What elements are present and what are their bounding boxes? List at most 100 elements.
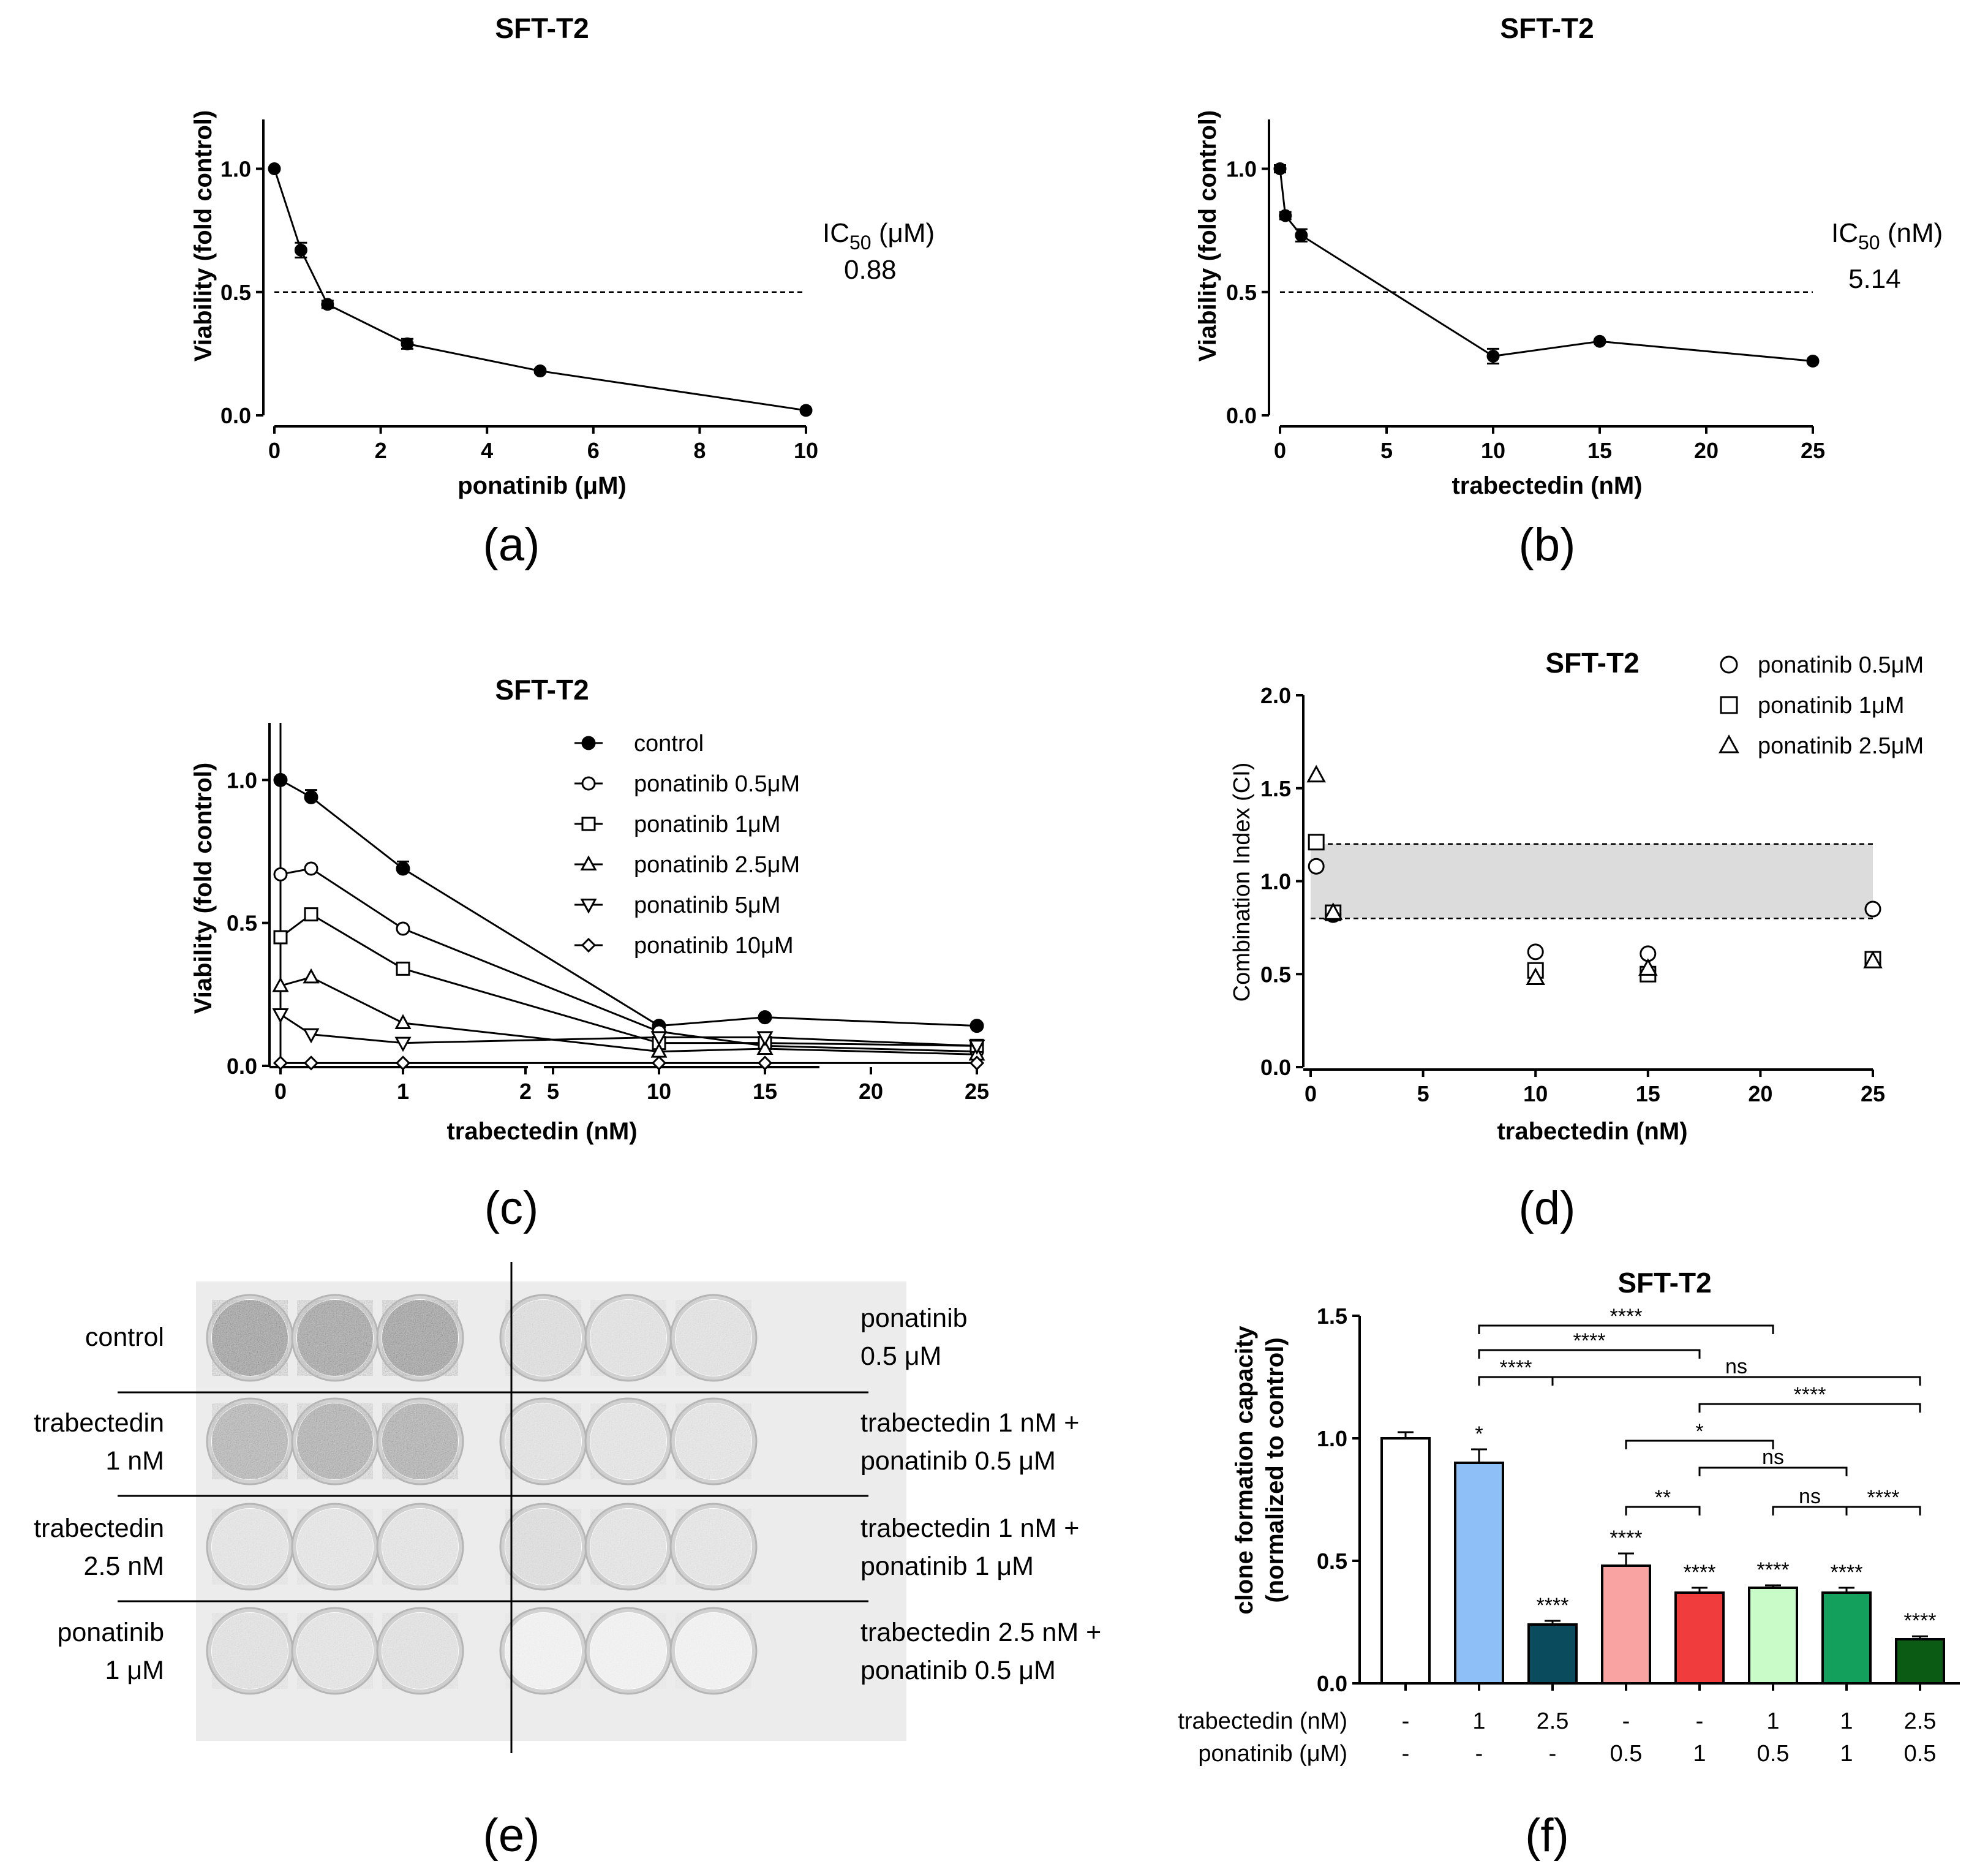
plate-right-condition-label: ponatinib 0.5 μM	[860, 1656, 1056, 1685]
panel-a-data-point	[321, 298, 334, 311]
panel-b-title: SFT-T2	[1500, 12, 1594, 44]
panel-c-data-point	[969, 1055, 985, 1071]
plate-well-stain	[505, 1300, 581, 1376]
plate-well-stain	[590, 1300, 666, 1376]
panel-b-data-point	[1273, 162, 1287, 175]
panel-b-data-point	[1279, 209, 1292, 222]
panel-d-x-tick-label: 20	[1748, 1081, 1772, 1106]
panel-c-data-point	[303, 1055, 319, 1071]
panel-c-data-point	[273, 930, 288, 945]
panel-b-ic50-label: IC50 (nM)	[1831, 218, 1943, 254]
panel-c-y-tick-label: 0.0	[227, 1054, 257, 1079]
panel-c-y-axis-label: Viability (fold control)	[190, 763, 217, 1014]
panel-c-chart: SFT-T2 trabectedin (nM) Viability (fold …	[190, 674, 989, 1234]
panel-d-additivity-band	[1311, 844, 1873, 919]
panel-d-y-tick-label: 0.0	[1260, 1055, 1291, 1080]
panel-c-data-point	[273, 1055, 288, 1071]
plate-well-stain	[212, 1403, 288, 1479]
panel-d-x-tick-label: 25	[1861, 1081, 1885, 1106]
panel-b-y-tick-label: 0.5	[1226, 280, 1257, 305]
plate-left-condition-label: 1 μM	[105, 1656, 164, 1685]
panel-d-x-tick-label: 15	[1636, 1081, 1660, 1106]
panel-d-y-tick-label: 1.0	[1260, 869, 1291, 894]
plate-well-stain	[212, 1613, 288, 1689]
panel-d-x-tick-label: 5	[1417, 1081, 1429, 1106]
panel-e-plate-photo: (e) control trabectedin 1 nM trabectedin 2.5…	[34, 1262, 1101, 1862]
panel-a-x-tick-label: 4	[481, 438, 493, 463]
panel-c-data-point	[396, 921, 410, 936]
panel-f-bar	[1748, 1587, 1798, 1685]
panel-a-data-point	[799, 404, 813, 417]
plate-well-colonies	[297, 1403, 373, 1479]
panel-f-bar-significance: ****	[1831, 1561, 1863, 1584]
panel-a-y-axis-label: Viability (fold control)	[190, 110, 217, 361]
plate-well-stain	[382, 1300, 458, 1376]
plate-well-colonies	[590, 1613, 666, 1689]
panel-d-data-point	[1638, 958, 1658, 976]
panel-f-trabectedin-value: 1	[1840, 1708, 1853, 1734]
panel-f-ponatinib-row-label: ponatinib (μM)	[1198, 1741, 1347, 1767]
plate-left-condition-label: control	[85, 1323, 164, 1352]
panel-f-bar	[1821, 1591, 1872, 1685]
panel-b-curve	[1279, 168, 1813, 362]
panel-f-bar	[1527, 1623, 1578, 1685]
panel-c-series-line	[280, 779, 977, 1027]
panel-d-y-tick-label: 0.5	[1260, 962, 1291, 987]
panel-c-data-point	[303, 1028, 320, 1044]
panel-d-x-tick-label: 0	[1305, 1081, 1317, 1106]
panel-c-data-point	[304, 861, 318, 876]
panel-c-legend-label: ponatinib 2.5μM	[634, 852, 800, 878]
panel-d-data-point	[1527, 943, 1544, 961]
panel-a-label: (a)	[483, 519, 540, 571]
panel-c-data-point	[303, 968, 320, 984]
panel-f-comparison-bracket	[1698, 1403, 1921, 1413]
panel-f-trabectedin-value: 1	[1766, 1708, 1779, 1734]
panel-f-comparison-label: *	[1695, 1420, 1703, 1443]
panel-f-bar-significance: *	[1475, 1422, 1483, 1446]
panel-d-legend-label: ponatinib 2.5μM	[1758, 733, 1924, 759]
plate-well-colonies	[676, 1403, 751, 1479]
panel-d-data-point	[1306, 764, 1326, 783]
panel-b-ic50-value: 5.14	[1848, 264, 1901, 294]
panel-c-legend-label: ponatinib 0.5μM	[634, 771, 800, 797]
panel-c-series-line	[280, 913, 977, 1047]
panel-c-x-tick-label: 25	[965, 1079, 989, 1104]
panel-d-label: (d)	[1519, 1182, 1576, 1234]
panel-c-legend-marker	[581, 776, 596, 791]
panel-d-x-tick-label: 10	[1523, 1081, 1548, 1106]
panel-f-bar-significance: ****	[1684, 1561, 1716, 1584]
panel-a-chart: SFT-T2 ponatinib (μM) Viability (fold co…	[190, 12, 935, 571]
panel-c-data-point	[970, 1019, 984, 1033]
panel-f-y-tick-label: 1.0	[1317, 1426, 1347, 1451]
panel-c-legend-marker	[581, 736, 596, 750]
panel-a-x-tick-label: 8	[693, 438, 706, 463]
panel-f-bar	[1674, 1591, 1725, 1685]
panel-a-ic50-label: IC50 (μM)	[823, 218, 935, 254]
panel-b-x-tick-label: 15	[1587, 438, 1612, 463]
plate-well-stain	[382, 1613, 458, 1689]
panel-d-data-point	[1323, 902, 1343, 920]
plate-left-condition-label: 2.5 nM	[84, 1552, 164, 1581]
plate-well-stain	[297, 1509, 373, 1585]
plate-well-stain	[590, 1509, 666, 1585]
plate-well-stain	[505, 1613, 581, 1689]
panel-c-data-point	[757, 1055, 773, 1071]
panel-a-data-point	[268, 162, 281, 175]
plate-well-stain	[676, 1403, 751, 1479]
panel-f-comparison-bracket	[1478, 1324, 1774, 1334]
panel-c-data-point	[756, 1031, 774, 1046]
panel-f-comparison-bracket	[1772, 1506, 1848, 1515]
panel-d-chart: SFT-T2 trabectedin (nM) Combination Inde…	[1229, 647, 1924, 1234]
panel-f-trabectedin-value: 1	[1472, 1708, 1485, 1734]
plate-well-stain	[382, 1509, 458, 1585]
panel-b-x-tick-label: 10	[1481, 438, 1505, 463]
panel-c-x-tick-label: 0	[274, 1079, 287, 1104]
plate-well-colonies	[590, 1403, 666, 1479]
panel-f-ponatinib-value: -	[1549, 1741, 1557, 1767]
panel-b-y-tick-label: 0.0	[1226, 403, 1257, 428]
panel-c-data-point	[272, 1008, 289, 1024]
panel-f-comparison-label: ns	[1725, 1355, 1747, 1378]
plate-well-stain	[297, 1403, 373, 1479]
panel-a-x-tick-label: 0	[268, 438, 281, 463]
panel-d-x-axis-label: trabectedin (nM)	[1497, 1118, 1687, 1145]
